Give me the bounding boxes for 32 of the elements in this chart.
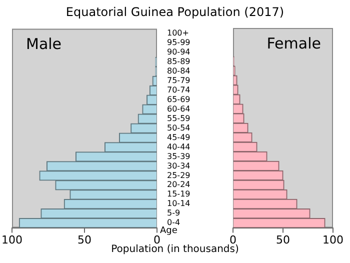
y-axis-title: Age bbox=[160, 226, 178, 236]
x-tick-label: 50 bbox=[78, 233, 92, 246]
y-tick-label: 20-24 bbox=[167, 180, 190, 190]
chart-title: Equatorial Guinea Population (2017) bbox=[64, 5, 286, 19]
y-tick-label: 75-79 bbox=[167, 76, 190, 85]
y-tick-label: 10-14 bbox=[167, 199, 190, 208]
text: Male bbox=[26, 35, 62, 54]
text: Female bbox=[266, 34, 321, 52]
y-tick-label: 55-59 bbox=[167, 114, 190, 123]
y-tick-label: 5-9 bbox=[167, 208, 180, 218]
y-tick-label: 65-69 bbox=[167, 94, 190, 104]
y-tick-label: 100+ bbox=[167, 28, 189, 38]
y-tick-label: 95-99 bbox=[167, 38, 190, 48]
x-tick-label: 100 bbox=[322, 233, 344, 246]
y-tick-label: 40-44 bbox=[167, 142, 190, 152]
y-tick-label: 45-49 bbox=[167, 132, 190, 142]
y-tick-label: 85-89 bbox=[167, 57, 190, 66]
y-tick-label: 60-64 bbox=[167, 104, 190, 114]
x-tick-label: 0 bbox=[230, 233, 236, 246]
y-tick-label: 35-39 bbox=[167, 152, 190, 161]
y-tick-label: 90-94 bbox=[167, 48, 190, 57]
x-axis-title: Population (in thousands) bbox=[111, 244, 239, 255]
y-tick-label: 15-19 bbox=[167, 190, 190, 199]
x-tick-label: 0 bbox=[154, 233, 160, 246]
x-tick-label: 50 bbox=[276, 233, 290, 246]
y-tick-label: 25-29 bbox=[167, 170, 190, 180]
y-tick-label: 30-34 bbox=[167, 161, 190, 170]
y-tick-label: 50-54 bbox=[167, 123, 190, 132]
y-tick-label: 80-84 bbox=[167, 66, 190, 76]
x-tick-label: 100 bbox=[2, 233, 22, 246]
y-tick-label: 0-4 bbox=[167, 218, 180, 228]
y-tick-label: 70-74 bbox=[167, 85, 190, 94]
